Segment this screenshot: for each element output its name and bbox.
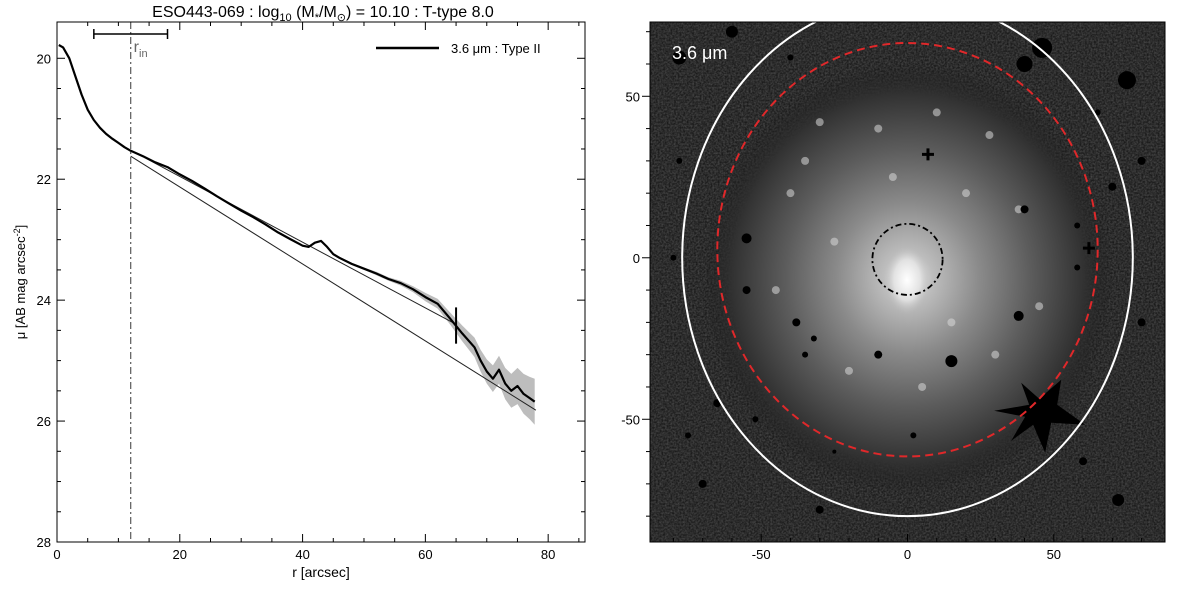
bright-knot bbox=[815, 118, 824, 127]
mask-blob bbox=[1094, 109, 1101, 116]
ellipse-solid bbox=[681, 22, 1134, 518]
bright-knot bbox=[932, 108, 941, 117]
ellipse-overlays bbox=[681, 22, 1134, 518]
mask-blob bbox=[676, 157, 683, 164]
mask-blob bbox=[752, 416, 759, 423]
img-y-tick-label: -50 bbox=[621, 412, 640, 427]
bright-knot bbox=[918, 382, 927, 391]
ellipse-dash-dot bbox=[871, 222, 944, 296]
x-tick-label: 0 bbox=[53, 547, 60, 562]
mask-blob bbox=[1117, 71, 1136, 90]
mask-blob bbox=[1137, 318, 1146, 327]
img-x-tick-label: 0 bbox=[904, 547, 911, 562]
mask-blob bbox=[725, 25, 738, 38]
bright-knot bbox=[991, 350, 1000, 359]
bright-knot bbox=[985, 131, 994, 140]
x-tick-label: 20 bbox=[173, 547, 187, 562]
hii-regions bbox=[771, 108, 1044, 391]
y-tick-label: 22 bbox=[37, 172, 51, 187]
mask-blob bbox=[741, 233, 752, 244]
image-band-label: 3.6 μm bbox=[672, 43, 727, 63]
bright-knot bbox=[844, 366, 853, 375]
img-y-tick-label: 50 bbox=[626, 89, 640, 104]
mask-blob bbox=[1020, 205, 1029, 214]
bright-knot bbox=[830, 237, 839, 246]
mask-blob bbox=[1074, 222, 1081, 229]
mask-blob bbox=[670, 254, 677, 261]
bright-knot bbox=[1035, 302, 1044, 311]
img-y-tick-label: 0 bbox=[633, 251, 640, 266]
y-tick-label: 24 bbox=[37, 293, 51, 308]
mask-blob bbox=[810, 335, 817, 342]
mask-blob bbox=[1074, 264, 1081, 271]
profile-axes: rin 0 20 40 60 80 20 22 24 26 28 bbox=[37, 22, 585, 562]
mask-blob bbox=[1013, 310, 1024, 321]
mask-blob bbox=[1079, 457, 1088, 466]
mask-blob bbox=[1032, 37, 1053, 58]
profile-panel: ESO443-069 : log10 (M*/M⊙) = 10.10 : T-t… bbox=[12, 4, 586, 580]
bright-knot bbox=[874, 124, 883, 133]
x-tick-label: 40 bbox=[295, 547, 309, 562]
bright-knot bbox=[1014, 205, 1023, 214]
cross-mask bbox=[921, 148, 934, 161]
mask-blob bbox=[832, 449, 837, 454]
ellipse-dashed bbox=[716, 41, 1099, 458]
mask-blob bbox=[815, 505, 824, 514]
y-tick-label: 20 bbox=[37, 51, 51, 66]
image-panel: 3.6 μm -50 0 50 -50 0 50 bbox=[621, 21, 1166, 562]
galaxy-core bbox=[885, 246, 929, 314]
bright-knot bbox=[962, 189, 971, 198]
y-tick-label: 26 bbox=[37, 414, 51, 429]
masked-sources bbox=[670, 25, 1146, 514]
y-axis-label: μ [AB mag arcsec-2] bbox=[12, 225, 28, 340]
mask-blob bbox=[698, 479, 707, 488]
profile-curve bbox=[58, 44, 536, 403]
y-tick-label: 28 bbox=[37, 535, 51, 550]
bright-knot bbox=[801, 156, 810, 165]
cross-mask bbox=[1082, 242, 1095, 255]
mask-blob bbox=[910, 432, 917, 439]
mask-blob bbox=[874, 350, 883, 359]
mask-blob bbox=[787, 54, 794, 61]
mask-blob bbox=[792, 318, 801, 327]
bright-knot bbox=[947, 318, 956, 327]
img-x-tick-label: -50 bbox=[752, 547, 771, 562]
x-axis-label: r [arcsec] bbox=[292, 564, 350, 580]
bright-knot bbox=[888, 173, 897, 182]
star-mask bbox=[994, 379, 1086, 453]
mask-blob bbox=[742, 286, 751, 295]
mask-blob bbox=[802, 351, 809, 358]
rin-label: rin bbox=[134, 39, 148, 60]
x-tick-label: 60 bbox=[418, 547, 432, 562]
bright-knot bbox=[771, 286, 780, 295]
image-axes: -50 0 50 -50 0 50 bbox=[621, 31, 1143, 562]
fit-line-1 bbox=[130, 149, 457, 325]
x-tick-label: 80 bbox=[541, 547, 555, 562]
legend: 3.6 μm : Type II bbox=[376, 41, 541, 56]
mask-blob bbox=[672, 50, 687, 65]
img-x-tick-label: 50 bbox=[1047, 547, 1061, 562]
legend-label: 3.6 μm : Type II bbox=[451, 41, 541, 56]
plot-frame bbox=[56, 21, 586, 543]
mask-blob bbox=[685, 432, 692, 439]
mask-blob bbox=[1137, 156, 1146, 165]
mask-blob bbox=[1108, 182, 1117, 191]
chart-title: ESO443-069 : log10 (M*/M⊙) = 10.10 : T-t… bbox=[152, 4, 494, 24]
mask-blob bbox=[945, 355, 958, 368]
mask-blob bbox=[1112, 494, 1125, 507]
bright-knot bbox=[786, 189, 795, 198]
profile-plot-area bbox=[58, 22, 537, 542]
fit-line-2 bbox=[130, 155, 537, 411]
mask-blob bbox=[1016, 55, 1033, 72]
